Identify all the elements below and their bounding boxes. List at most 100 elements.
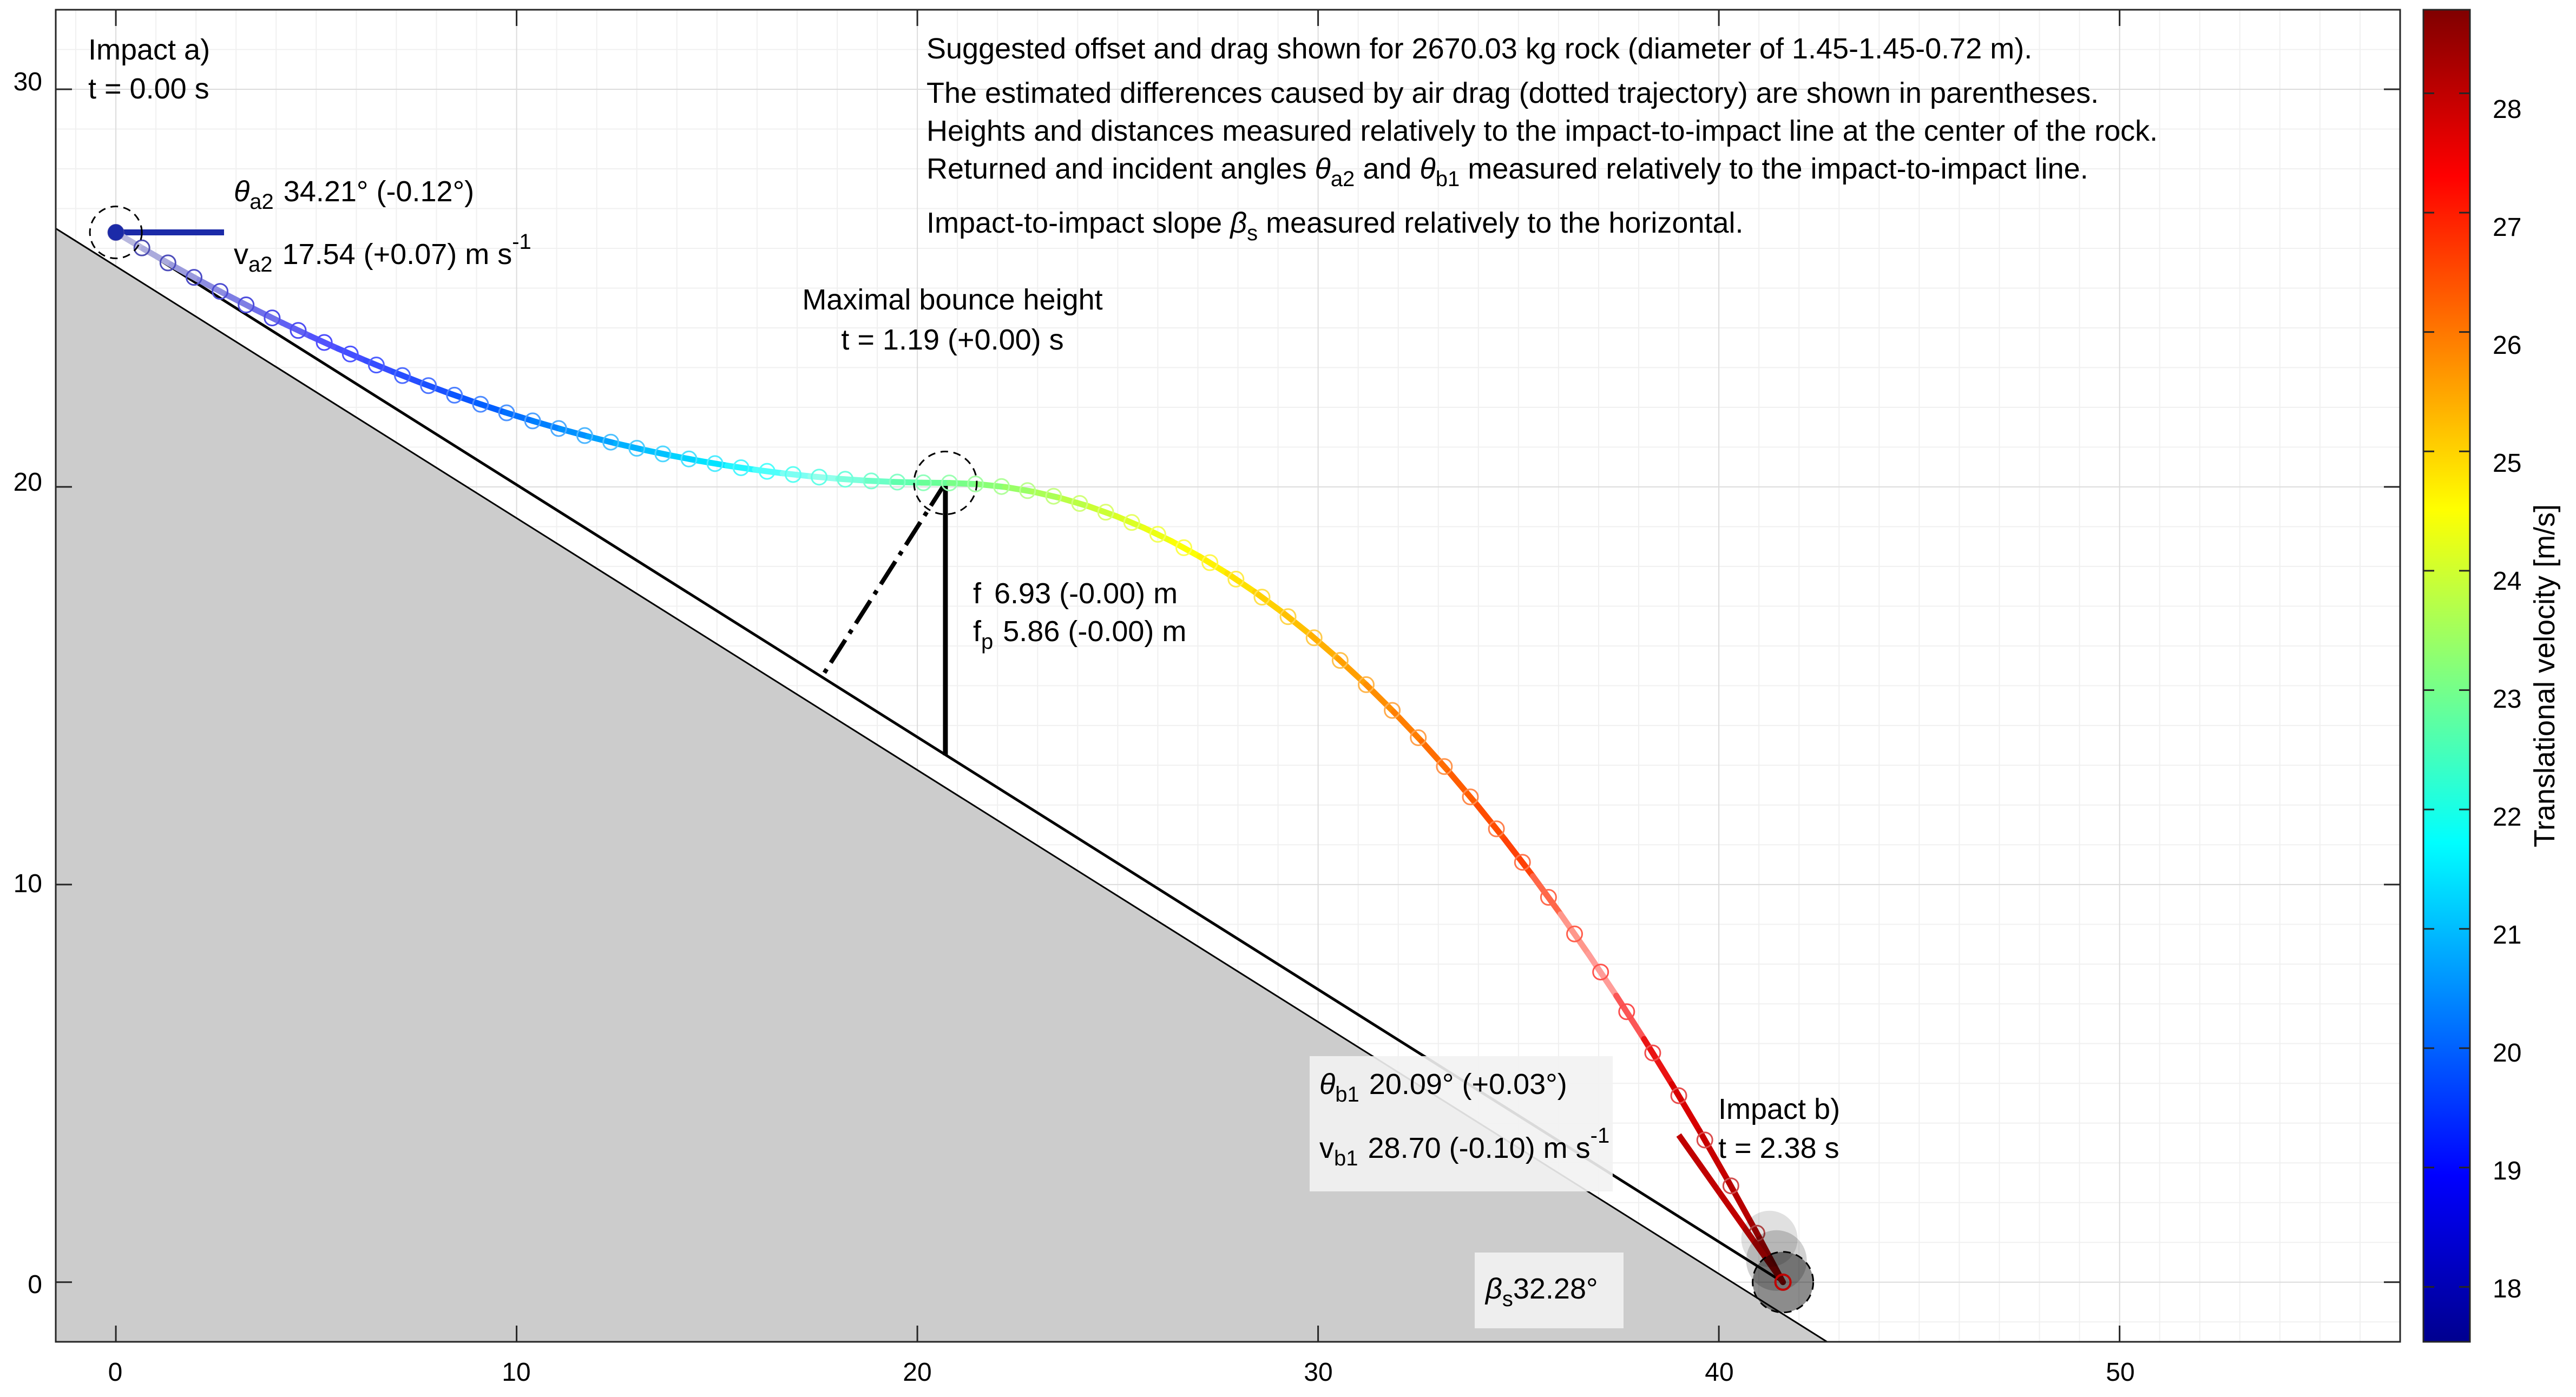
x-tick-label: 40: [1705, 1358, 1733, 1387]
trajectory-segment: [724, 463, 758, 473]
trajectory-marker: [316, 334, 333, 351]
trajectory-segment: [390, 369, 425, 386]
trajectory-marker: [264, 309, 281, 327]
trajectory-segment: [1168, 538, 1202, 559]
trajectory-marker: [1305, 629, 1323, 647]
trajectory-marker: [1462, 788, 1479, 806]
colorbar-tick-label: 28: [2493, 95, 2521, 124]
y-tick-label: 0: [28, 1270, 42, 1299]
impact-b-rock: [1752, 1251, 1815, 1314]
colorbar-tick-label: 25: [2493, 449, 2521, 478]
apex-time: t = 1.19 (+0.00) s: [841, 324, 1063, 356]
x-tick-label: 0: [108, 1358, 123, 1387]
colorbar-tick-label: 19: [2493, 1157, 2521, 1185]
impact-b-shadow: [1746, 1230, 1807, 1291]
trajectory-segment: [1585, 951, 1620, 999]
theta-b1-label: θb1 20.09° (+0.03°): [1319, 1068, 1567, 1106]
impact-b-time: t = 2.38 s: [1718, 1132, 1839, 1164]
trajectory-marker: [811, 469, 828, 486]
impact-b-label: Impact b): [1718, 1093, 1840, 1125]
trajectory-segment: [779, 470, 814, 479]
trajectory-segment: [474, 400, 508, 416]
trajectory-marker: [993, 478, 1010, 495]
apex-rock-outline: [913, 451, 978, 516]
trajectory-marker: [1670, 1087, 1687, 1104]
x-tick-label: 10: [502, 1358, 530, 1387]
trajectory-marker: [1331, 652, 1349, 669]
trajectory-marker: [1618, 1003, 1635, 1020]
trajectory-marker: [472, 396, 489, 413]
colorbar-tick-label: 21: [2493, 921, 2521, 950]
info-line-2: The estimated differences caused by air …: [926, 77, 2099, 109]
v-b1-label: vb1 28.70 (-0.10) m s-1: [1319, 1124, 1609, 1170]
colorbar-tick-label: 18: [2493, 1275, 2521, 1303]
trajectory-marker: [602, 433, 620, 451]
trajectory-marker: [1175, 539, 1193, 556]
colorbar-ticks: [2423, 92, 2470, 1288]
trajectory-marker: [159, 254, 176, 272]
x-axis-ticks: [115, 10, 2121, 1342]
theta-a2-label: θa2 34.21° (-0.12°): [234, 175, 474, 214]
trajectory-marker: [550, 420, 567, 437]
trajectory-marker: [1357, 676, 1375, 693]
trajectory-marker: [785, 466, 802, 483]
trajectory-marker: [1045, 487, 1062, 505]
trajectory-segment: [1141, 525, 1175, 544]
colorbar-tick-label: 26: [2493, 331, 2521, 360]
trajectory-marker: [576, 427, 593, 444]
trajectory-segment: [224, 292, 258, 313]
fp-label: fp 5.86 (-0.00) m: [973, 615, 1186, 654]
impact-a-time: t = 0.00 s: [88, 73, 209, 105]
trajectory-segment: [557, 426, 592, 440]
trajectory-marker: [212, 283, 229, 300]
trajectory-segment: [1447, 769, 1481, 808]
info-line-3: Heights and distances measured relativel…: [926, 115, 2158, 147]
trajectory-marker: [1696, 1131, 1713, 1149]
trajectory-segment: [1252, 589, 1286, 616]
apex-label: Maximal bounce height: [802, 284, 1102, 316]
trajectory-marker: [238, 296, 255, 314]
trajectory-marker: [889, 473, 906, 491]
beta-label-box: [1475, 1253, 1624, 1328]
trajectory-segment: [1057, 495, 1092, 510]
trajectory-marker: [290, 322, 307, 339]
trajectory-marker: [446, 386, 463, 404]
colorbar-tick-label: 22: [2493, 803, 2521, 832]
f-label: f 6.93 (-0.00) m: [973, 577, 1178, 610]
trajectory-marker: [341, 345, 359, 363]
trajectory-marker: [1566, 925, 1583, 943]
trajectory-marker: [133, 239, 150, 256]
beta-s-label: βs32.28°: [1484, 1273, 1598, 1311]
colorbar-tick-label: 20: [2493, 1039, 2521, 1067]
trajectory-marker: [915, 474, 932, 491]
trajectory-marker: [758, 463, 776, 480]
trajectory-marker: [1201, 554, 1219, 571]
trajectory-marker: [1227, 570, 1245, 588]
trajectory-segment: [1418, 738, 1453, 776]
colorbar-tick-label: 24: [2493, 567, 2521, 596]
trajectory-segment: [668, 452, 702, 464]
trajectory-segment: [891, 479, 925, 486]
trajectory-marker: [1592, 964, 1609, 981]
trajectory-segment: [307, 333, 341, 352]
trajectory-segment: [1558, 911, 1592, 957]
trajectory-marker: [1540, 889, 1557, 906]
colorbar-tick-label: 23: [2493, 685, 2521, 714]
axes-frame: [55, 9, 2401, 1343]
trajectory: [89, 206, 1792, 1291]
trajectory-segment: [807, 473, 842, 482]
trajectory-segment: [363, 358, 397, 375]
trajectory-marker: [1514, 854, 1531, 871]
trajectory-segment: [1391, 709, 1425, 744]
trajectory-segment: [502, 409, 536, 424]
trajectory-marker: [1279, 608, 1297, 625]
trajectory-segment: [168, 262, 202, 284]
impact-b-rock-shadows: [1741, 1210, 1815, 1314]
trajectory-marker: [1019, 482, 1036, 499]
trajectory-marker: [1488, 820, 1505, 838]
trajectory-segment: [1224, 570, 1258, 595]
trajectory-marker: [732, 459, 750, 476]
trajectory-segment: [1279, 609, 1314, 638]
info-line-5: Impact-to-impact slope βs measured relat…: [926, 207, 1744, 245]
